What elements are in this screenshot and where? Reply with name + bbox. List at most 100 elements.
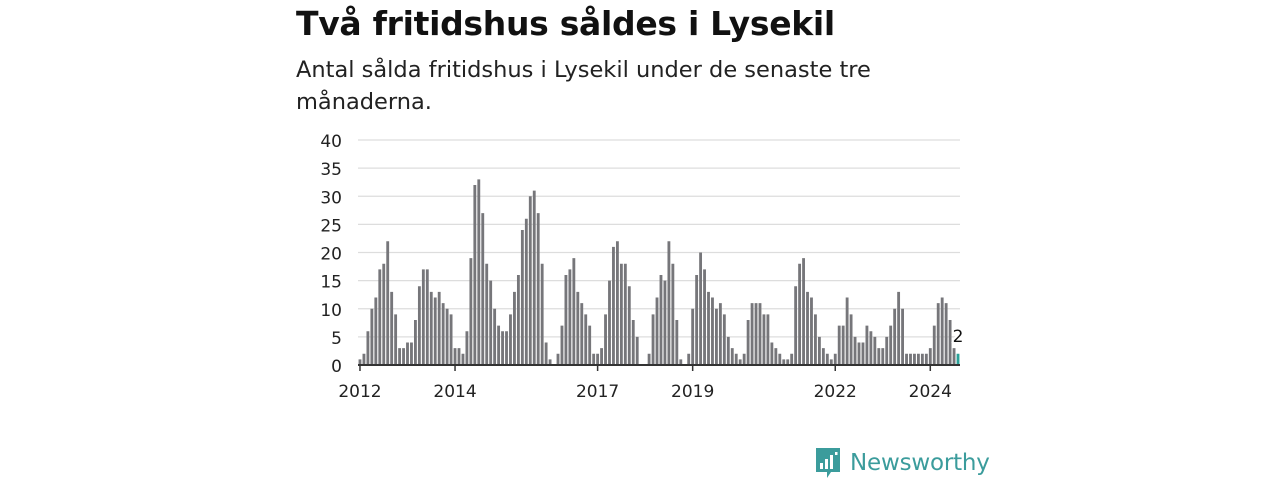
bar [627,286,631,365]
bar [406,342,409,365]
bar-chart: 40 35 30 25 20 15 10 5 0 2012 2014 2017 2019 2022 202… [320,132,965,402]
bar [857,342,861,365]
bar [540,263,544,365]
bar [604,314,607,366]
last-value-label: 2 [953,327,964,347]
x-tick-label: 2014 [433,382,476,402]
bar [568,269,572,366]
bar [699,252,703,365]
bar [437,291,441,366]
bar [928,348,932,366]
x-tick-label: 2019 [671,382,714,402]
bar [659,275,663,365]
bar [505,331,508,365]
bar [936,303,940,366]
y-axis-ticks: 40 35 30 25 20 15 10 5 0 [320,132,342,377]
bar [501,331,504,365]
bar [608,280,611,366]
bar [770,342,774,365]
bar [734,353,738,365]
bar [916,353,920,365]
bar [715,308,718,365]
bar [722,314,726,366]
bar [410,342,413,365]
bar [691,308,695,365]
bar [778,353,782,365]
bar [544,342,548,365]
bar [806,291,809,366]
newsworthy-brand[interactable]: Newsworthy [814,446,990,480]
bar [600,348,603,366]
bar [421,269,425,366]
bar [556,353,560,365]
bar [810,297,813,365]
bar [473,185,477,365]
x-axis-ticks: 2012 2014 2017 2019 2022 2024 [338,365,952,402]
bar [615,241,619,365]
bar [952,348,956,366]
bar-highlight [956,353,960,365]
bar [370,308,374,365]
bar [592,353,596,365]
bar [711,297,714,365]
bar [750,303,754,366]
bar [766,314,770,366]
bar [897,291,901,366]
y-tick-label: 40 [320,132,342,152]
bar [631,320,635,365]
bar [889,325,893,366]
x-tick-label: 2012 [338,382,381,402]
bar [619,263,623,365]
bar [885,336,889,366]
y-tick-label: 30 [320,188,342,208]
bar [445,308,449,365]
bar [596,353,600,365]
bar [905,353,908,365]
bar [754,303,758,366]
y-tick-label: 10 [320,301,342,321]
x-tick-label: 2017 [576,382,619,402]
bar [509,314,512,366]
bar [394,314,398,366]
bar [924,353,928,365]
bar [837,325,841,366]
bar [513,291,516,366]
bar [774,348,778,366]
bar [849,314,853,366]
bar [378,269,382,366]
bar [667,241,671,365]
bar [576,291,580,366]
bar [457,348,461,366]
bar [782,359,786,366]
bar [825,353,829,365]
bar [382,263,386,365]
bar [671,263,675,365]
bar [358,359,362,366]
bar [877,348,881,366]
bar [520,230,524,365]
bar [817,336,821,366]
bar [417,286,421,365]
bar [651,314,655,366]
bar [485,263,489,365]
bar [441,303,445,366]
bar [833,353,837,365]
bar [913,353,916,365]
bar [548,359,552,366]
bar [524,218,528,365]
bar [869,331,873,365]
bar [663,280,667,366]
bar [861,342,865,365]
bar [695,275,699,365]
bar [528,196,532,365]
bar [948,320,952,365]
bar [790,353,794,365]
y-tick-label: 35 [320,160,342,180]
annotations: 2 [951,325,965,349]
bar [758,303,762,366]
chart-title: Två fritidshus såldes i Lysekil [296,4,835,43]
bar [679,359,683,366]
bar [655,297,659,365]
y-tick-label: 25 [320,216,342,236]
bar [742,353,746,365]
